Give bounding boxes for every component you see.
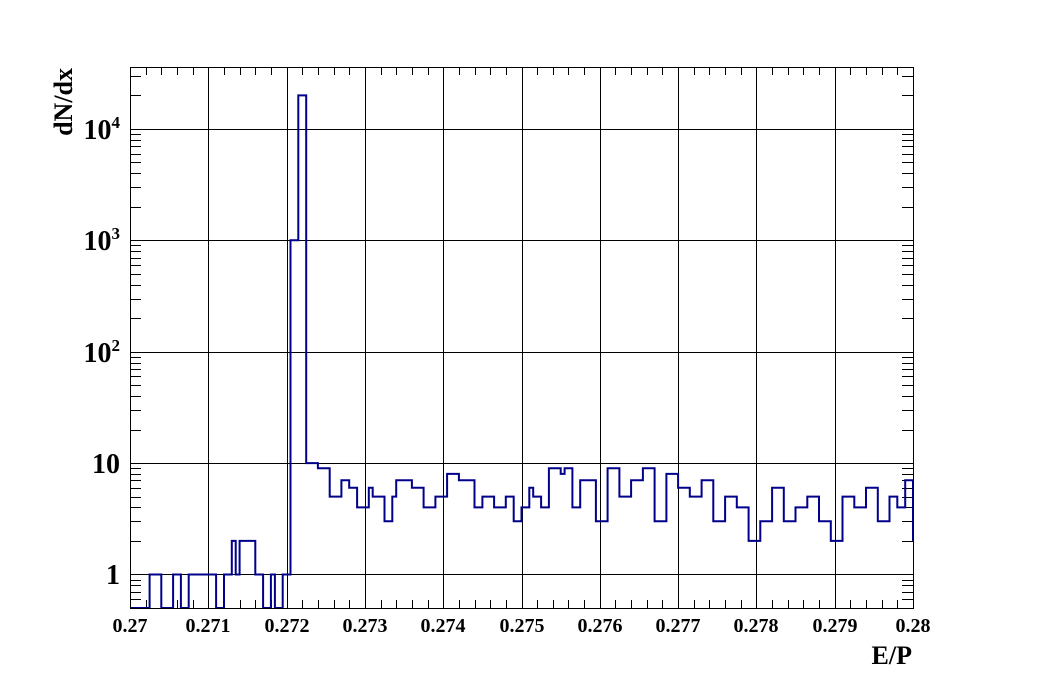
x-axis-title: E/P: [872, 641, 913, 670]
x-tick-label: 0.271: [186, 615, 231, 637]
x-tick-label: 0.277: [656, 615, 701, 637]
x-tick-label: 0.28: [896, 615, 931, 637]
y-tick-label: 102: [84, 336, 121, 369]
y-tick-label: 10: [92, 449, 120, 480]
y-axis-title: dN/dx: [49, 68, 78, 136]
x-tick-label: 0.276: [578, 615, 623, 637]
x-tick-label: 0.274: [421, 615, 466, 637]
histogram-series-line: [130, 94, 914, 609]
x-tick-label: 0.27: [113, 615, 148, 637]
x-tick-label: 0.279: [813, 615, 858, 637]
x-tick-label: 0.273: [343, 615, 388, 637]
x-tick-label: 0.278: [734, 615, 779, 637]
y-tick-label: 103: [84, 224, 121, 257]
y-tick-labels: 1 10 102 103 104: [84, 113, 121, 591]
axis-ticks: [130, 67, 914, 609]
x-tick-label: 0.272: [265, 615, 310, 637]
plot-frame: [130, 67, 914, 609]
y-tick-label: 1: [106, 560, 120, 591]
grid-lines: [130, 67, 913, 608]
x-tick-label: 0.275: [500, 615, 545, 637]
x-tick-labels: 0.27 0.271 0.272 0.273 0.274 0.275 0.276 0.277 0…: [113, 615, 931, 637]
y-tick-label: 104: [84, 113, 121, 146]
